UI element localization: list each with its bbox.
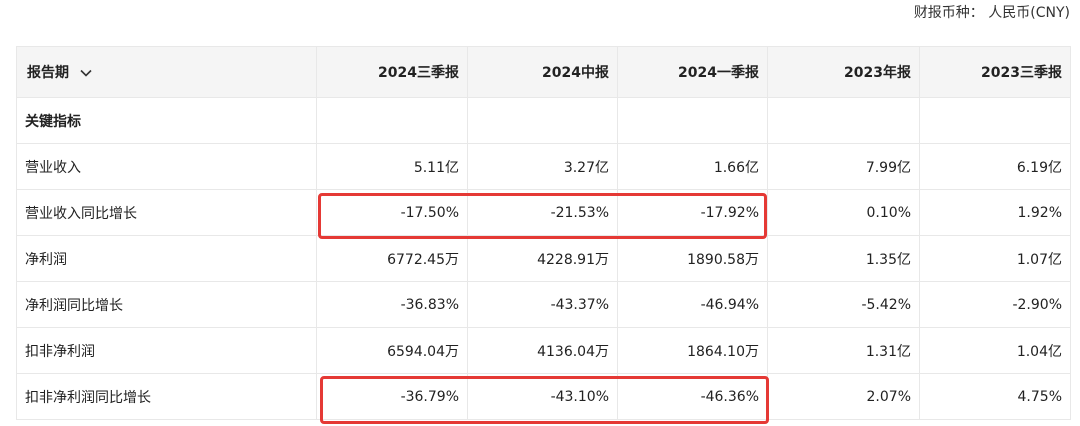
value-cell: 6772.45万 [316, 235, 468, 282]
table-row: 营业收入同比增长 -17.50% -21.53% -17.92% 0.10% 1.92% [16, 189, 1071, 236]
period-selector-label: 报告期 [27, 65, 69, 81]
chevron-down-icon [80, 65, 92, 81]
value-cell: -17.92% [617, 189, 768, 236]
table-row: 扣非净利润 6594.04万 4136.04万 1864.10万 1.31亿 1.04亿 [16, 327, 1071, 374]
value-cell: 2.07% [767, 373, 920, 420]
value-cell: -46.94% [617, 281, 768, 328]
value-cell: 6594.04万 [316, 327, 468, 374]
value-cell: 0.10% [767, 189, 920, 236]
value-cell: -5.42% [767, 281, 920, 328]
row-label: 净利润同比增长 [16, 281, 317, 328]
column-header: 2024三季报 [316, 46, 468, 98]
currency-label: 财报币种： 人民币(CNY) [913, 5, 1070, 21]
value-cell: 3.27亿 [467, 143, 618, 190]
value-cell: -43.37% [467, 281, 618, 328]
row-label: 扣非净利润 [16, 327, 317, 374]
value-cell: -21.53% [467, 189, 618, 236]
row-label: 营业收入同比增长 [16, 189, 317, 236]
column-header: 2024一季报 [617, 46, 768, 98]
section-title: 关键指标 [16, 97, 317, 144]
row-label: 净利润 [16, 235, 317, 282]
table-row: 净利润 6772.45万 4228.91万 1890.58万 1.35亿 1.07亿 [16, 235, 1071, 282]
empty-cell [617, 97, 768, 144]
empty-cell [316, 97, 468, 144]
financial-table-container: 报告期 2024三季报 2024中报 2024一季报 2023年报 2023三季… [16, 46, 1071, 424]
empty-cell [467, 97, 618, 144]
value-cell: 1.66亿 [617, 143, 768, 190]
value-cell: -46.36% [617, 373, 768, 420]
value-cell: 1890.58万 [617, 235, 768, 282]
value-cell: -36.79% [316, 373, 468, 420]
row-label: 营业收入 [16, 143, 317, 190]
value-cell: 7.99亿 [767, 143, 920, 190]
row-label: 扣非净利润同比增长 [16, 373, 317, 420]
value-cell: -43.10% [467, 373, 618, 420]
value-cell: 6.19亿 [919, 143, 1071, 190]
value-cell: 1.35亿 [767, 235, 920, 282]
value-cell: 1.07亿 [919, 235, 1071, 282]
table-header-row: 报告期 2024三季报 2024中报 2024一季报 2023年报 2023三季… [16, 46, 1071, 98]
empty-cell [919, 97, 1071, 144]
period-selector[interactable]: 报告期 [16, 46, 317, 98]
table-row: 净利润同比增长 -36.83% -43.37% -46.94% -5.42% -2.90% [16, 281, 1071, 328]
value-cell: 5.11亿 [316, 143, 468, 190]
column-header: 2024中报 [467, 46, 618, 98]
value-cell: 1.04亿 [919, 327, 1071, 374]
value-cell: -17.50% [316, 189, 468, 236]
value-cell: 4228.91万 [467, 235, 618, 282]
table-row: 营业收入 5.11亿 3.27亿 1.66亿 7.99亿 6.19亿 [16, 143, 1071, 190]
value-cell: 1.31亿 [767, 327, 920, 374]
value-cell: 4.75% [919, 373, 1071, 420]
value-cell: 1864.10万 [617, 327, 768, 374]
empty-cell [767, 97, 920, 144]
table-row: 扣非净利润同比增长 -36.79% -43.10% -46.36% 2.07% 4.75% [16, 373, 1071, 420]
section-row: 关键指标 [16, 97, 1071, 144]
column-header: 2023三季报 [919, 46, 1071, 98]
financial-table: 报告期 2024三季报 2024中报 2024一季报 2023年报 2023三季… [16, 46, 1071, 420]
value-cell: -36.83% [316, 281, 468, 328]
value-cell: 1.92% [919, 189, 1071, 236]
column-header: 2023年报 [767, 46, 920, 98]
value-cell: -2.90% [919, 281, 1071, 328]
value-cell: 4136.04万 [467, 327, 618, 374]
